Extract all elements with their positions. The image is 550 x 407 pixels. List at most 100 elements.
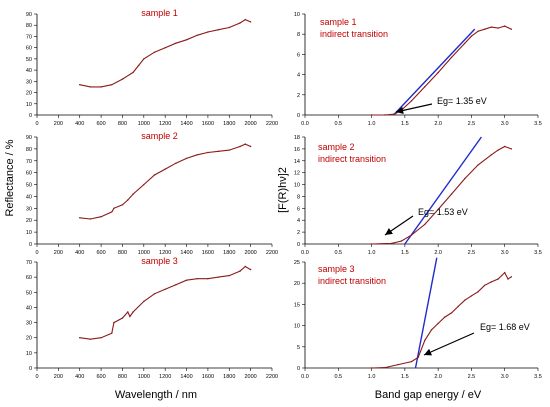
y-tick-label: 4 xyxy=(297,73,300,79)
data-point xyxy=(239,270,241,272)
data-point xyxy=(384,114,386,116)
y-tick-label: 0 xyxy=(297,242,300,248)
right-y-axis-title: [F(R)hν]2 xyxy=(277,167,289,213)
x-tick-label: 600 xyxy=(96,250,105,256)
y-tick-label: 50 xyxy=(26,290,32,296)
y-tick-label: 20 xyxy=(26,336,32,342)
fit-line xyxy=(393,28,476,116)
y-tick-label: 80 xyxy=(26,147,32,153)
x-tick-label: 0.0 xyxy=(301,250,309,256)
panel-subtitle: indirect transition xyxy=(320,29,388,39)
y-tick-label: 8 xyxy=(297,32,300,38)
data-point xyxy=(196,154,198,156)
y-tick-label: 70 xyxy=(26,260,32,266)
right-x-axis-title: Band gap energy / eV xyxy=(375,389,482,401)
panel-5: 0.0 0.5 1.0 1.5 2.0 2.5 3.0 3.5 0 2 4 6 8 10 12 14 16 18 s… xyxy=(294,135,542,256)
y-tick-label: 60 xyxy=(26,275,32,281)
y-tick-label: 0 xyxy=(297,366,300,372)
x-tick-label: 1.0 xyxy=(368,374,376,380)
data-point xyxy=(424,339,426,342)
y-tick-label: 70 xyxy=(26,34,32,40)
data-point xyxy=(164,168,166,170)
x-tick-label: 1400 xyxy=(180,250,192,256)
data-point xyxy=(504,271,506,274)
data-point xyxy=(510,28,513,30)
panel-title: sample 2 xyxy=(141,131,178,141)
data-point xyxy=(470,295,473,297)
eg-annotation: Eg= 1.53 eV xyxy=(418,207,468,217)
data-point xyxy=(185,39,188,41)
x-tick-label: 1800 xyxy=(223,374,235,380)
data-point xyxy=(79,84,81,86)
y-tick-label: 0 xyxy=(297,113,300,119)
eg-arrow xyxy=(423,332,475,356)
data-point xyxy=(121,204,124,206)
y-tick-label: 10 xyxy=(294,12,300,18)
data-series-line xyxy=(79,143,251,220)
x-tick-label: 1800 xyxy=(223,250,235,256)
y-tick-label: 30 xyxy=(26,79,32,85)
data-point xyxy=(370,367,373,369)
y-tick-label: 90 xyxy=(26,12,32,18)
x-tick-label: 1400 xyxy=(180,121,192,127)
data-point xyxy=(100,216,102,218)
data-point xyxy=(196,278,198,280)
y-tick-label: 10 xyxy=(294,324,300,330)
y-tick-label: 25 xyxy=(294,260,300,266)
x-tick-label: 800 xyxy=(118,121,127,127)
y-tick-label: 40 xyxy=(26,68,32,74)
eg-arrow xyxy=(395,103,433,114)
data-point xyxy=(217,276,220,278)
y-tick-label: 40 xyxy=(26,194,32,200)
y-tick-label: 8 xyxy=(297,194,300,200)
x-tick-label: 1400 xyxy=(180,374,192,380)
data-point xyxy=(79,337,81,339)
data-point xyxy=(239,145,241,148)
data-point xyxy=(121,317,124,319)
x-tick-label: 1600 xyxy=(202,250,214,256)
x-tick-label: 3.5 xyxy=(534,250,542,256)
data-point xyxy=(437,71,439,74)
x-tick-label: 3.0 xyxy=(501,250,509,256)
y-tick-label: 6 xyxy=(297,52,300,58)
data-point xyxy=(113,321,115,324)
data-point xyxy=(175,162,177,164)
data-point xyxy=(484,28,486,30)
data-point xyxy=(100,86,102,88)
data-point xyxy=(417,356,419,359)
y-tick-label: 40 xyxy=(26,305,32,311)
data-point xyxy=(239,22,241,24)
x-tick-label: 3.0 xyxy=(501,121,509,127)
data-point xyxy=(464,42,466,44)
y-tick-label: 90 xyxy=(26,135,32,141)
y-tick-label: 4 xyxy=(297,218,300,224)
data-point xyxy=(164,47,166,49)
fit-line xyxy=(414,257,438,369)
x-tick-label: 3.5 xyxy=(534,374,542,380)
eg-arrow xyxy=(384,215,414,236)
data-point xyxy=(444,316,446,318)
y-tick-label: 30 xyxy=(26,206,32,212)
data-point xyxy=(127,311,129,313)
data-point xyxy=(504,145,506,148)
data-point xyxy=(79,217,81,219)
left-x-axis-title: Wavelength / nm xyxy=(115,389,197,401)
y-tick-label: 6 xyxy=(297,206,300,212)
x-tick-label: 800 xyxy=(118,374,127,380)
x-tick-label: 400 xyxy=(75,374,84,380)
x-tick-label: 2.0 xyxy=(434,250,442,256)
x-tick-label: 1600 xyxy=(202,374,214,380)
x-tick-label: 2200 xyxy=(266,374,278,380)
y-tick-label: 10 xyxy=(26,351,32,357)
x-tick-label: 400 xyxy=(75,121,84,127)
panel-subtitle: indirect transition xyxy=(318,154,386,164)
data-point xyxy=(217,150,220,152)
x-tick-label: 2.5 xyxy=(468,121,476,127)
x-tick-label: 1.5 xyxy=(401,374,409,380)
data-point xyxy=(390,242,393,245)
panel-4: 0.0 0.5 1.0 1.5 2.0 2.5 3.0 3.5 0 2 4 6 8 10 sample 1 i… xyxy=(294,12,542,127)
y-tick-label: 60 xyxy=(26,171,32,177)
data-point xyxy=(89,86,92,88)
y-tick-label: 60 xyxy=(26,46,32,52)
x-tick-label: 1.0 xyxy=(368,250,376,256)
